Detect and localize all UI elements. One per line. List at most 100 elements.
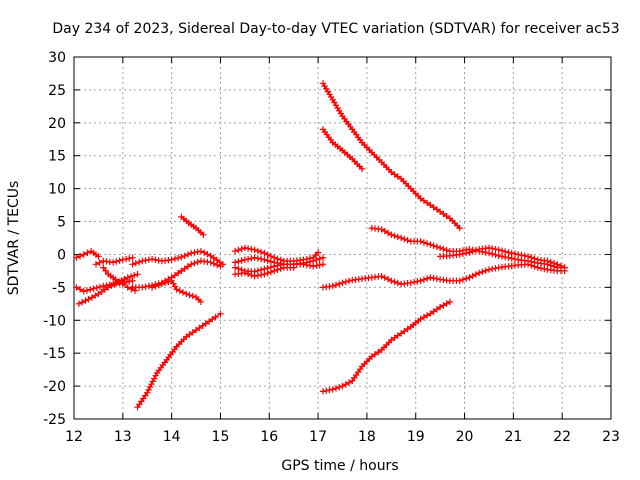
series-markers (391, 232, 401, 241)
series-markers (186, 329, 196, 338)
series-track-17 (368, 224, 568, 271)
series-markers (489, 250, 499, 259)
x-tick-labels: 12 13 14 15 16 17 18 19 20 21 22 23 (65, 429, 620, 445)
data-point (436, 244, 444, 252)
series-markers (508, 262, 519, 270)
data-point (92, 261, 100, 268)
series-markers (191, 258, 201, 267)
data-point (534, 264, 541, 271)
series-markers (430, 274, 441, 282)
series-markers (361, 141, 373, 154)
series-markers (440, 210, 450, 220)
data-point (388, 277, 395, 284)
y-tick-label: -20 (43, 379, 66, 395)
series-markers (371, 348, 382, 358)
series-markers (210, 260, 221, 269)
series-markers (420, 197, 431, 207)
series-markers (489, 245, 499, 253)
data-point (90, 285, 97, 292)
x-tick-label: 12 (65, 429, 83, 445)
series-markers (391, 278, 401, 287)
series-markers (210, 254, 223, 266)
data-point (476, 269, 483, 277)
series-markers (391, 332, 401, 341)
series-markers (381, 228, 392, 237)
series-markers (235, 265, 245, 273)
series-markers (284, 261, 294, 268)
data-point (319, 388, 327, 395)
series-markers (274, 261, 284, 269)
series-markers (93, 283, 104, 291)
series-markers (371, 151, 383, 163)
series-track-15 (319, 80, 463, 232)
series-markers (323, 283, 333, 291)
series-track-06 (129, 248, 227, 268)
data-point (100, 264, 107, 271)
series-markers (498, 263, 509, 271)
series-markers (122, 255, 133, 263)
series-markers (459, 249, 470, 257)
series-markers (361, 355, 373, 368)
series-markers (518, 251, 528, 259)
data-point (148, 255, 156, 263)
series-markers (371, 225, 382, 233)
chart-title: Day 234 of 2023, Sidereal Day-to-day VTE… (52, 21, 619, 37)
series-markers (244, 270, 255, 279)
y-tick-label: -15 (43, 346, 66, 362)
series-markers (284, 257, 294, 265)
series-markers (401, 235, 411, 244)
plot-frame (73, 56, 612, 420)
series-markers (459, 275, 470, 283)
y-tick-label: 0 (57, 247, 66, 263)
series-markers (380, 161, 393, 173)
series-markers (201, 258, 211, 266)
data-point (319, 261, 327, 268)
series-markers (84, 249, 91, 256)
data-point (178, 267, 185, 275)
series-markers (401, 280, 411, 287)
series-markers (76, 286, 84, 293)
series-markers (323, 386, 333, 394)
x-tick-label: 14 (163, 429, 181, 445)
series-markers (102, 267, 109, 275)
series-markers (254, 266, 265, 274)
series-markers (170, 280, 179, 290)
series-markers (78, 297, 89, 306)
series-track-08 (148, 277, 205, 305)
data-point (310, 263, 317, 270)
series-markers (303, 261, 314, 269)
ticks (73, 56, 612, 420)
series-markers (122, 278, 133, 286)
series-markers (547, 262, 558, 270)
series-track-09 (178, 213, 207, 238)
series-markers (264, 257, 275, 265)
data-point (75, 300, 83, 307)
data-point (178, 253, 185, 261)
series-markers (313, 255, 323, 264)
series-markers (152, 256, 162, 264)
data-point (80, 288, 87, 295)
series-markers (313, 261, 323, 269)
series-markers (321, 82, 335, 101)
series-track-14 (231, 264, 297, 280)
series-markers (98, 286, 109, 295)
series-markers (107, 272, 117, 281)
y-tick-label: -25 (43, 412, 66, 428)
series-markers (235, 245, 245, 254)
data-point (183, 290, 190, 298)
series-markers (537, 265, 548, 273)
series-markers (440, 252, 450, 260)
data-point (217, 310, 224, 317)
data-point (85, 296, 92, 303)
x-tick-label: 20 (456, 429, 474, 445)
series-markers (165, 346, 178, 361)
series-markers (420, 275, 431, 283)
series-markers (351, 366, 364, 382)
series-markers (293, 261, 304, 268)
series-markers (321, 128, 334, 144)
data-point (80, 251, 87, 258)
series-markers (557, 267, 565, 275)
series-track-16 (319, 126, 366, 173)
series-markers (264, 264, 275, 272)
data-point (119, 280, 126, 288)
